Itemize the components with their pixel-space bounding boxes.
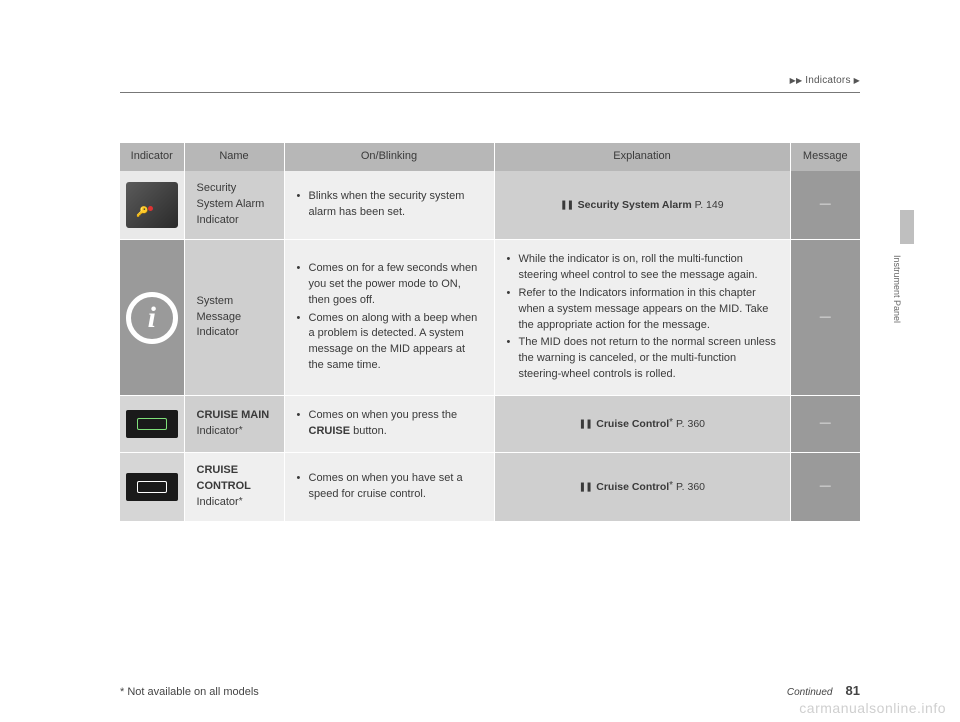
table-row: i System Message Indicator Comes on for …: [120, 239, 860, 396]
indicator-icon-cell: [120, 453, 184, 521]
table-row: CRUISE MAIN Indicator* Comes on when you…: [120, 396, 860, 453]
explanation-cell: ❚❚ Security System Alarm P. 149: [494, 171, 790, 239]
manual-page: ▶▶ Indicators ▶ Instrument Panel Indicat…: [120, 75, 860, 521]
name-cell: System Message Indicator: [184, 239, 284, 396]
list-item: While the indicator is on, roll the mult…: [507, 252, 778, 284]
reference-title: Security System Alarm: [578, 199, 692, 211]
list-item: Comes on when you have set a speed for c…: [297, 471, 482, 503]
explanation-cell: ❚❚Cruise Control* P. 360: [494, 453, 790, 521]
indicator-icon-cell: i: [120, 239, 184, 396]
col-message: Message: [790, 143, 860, 171]
table-header-row: Indicator Name On/Blinking Explanation M…: [120, 143, 860, 171]
list-item: Comes on for a few seconds when you set …: [297, 261, 482, 309]
security-alarm-icon: 🔑: [126, 182, 178, 228]
side-tab: [900, 210, 914, 244]
name-bold: CRUISE MAIN: [197, 409, 270, 421]
explanation-cell: While the indicator is on, roll the mult…: [494, 239, 790, 396]
col-explanation: Explanation: [494, 143, 790, 171]
table-row: 🔑 Security System Alarm Indicator Blinks…: [120, 171, 860, 239]
breadcrumb-section: Indicators: [805, 75, 850, 86]
list-item: Comes on along with a beep when a proble…: [297, 311, 482, 375]
explanation-cell: ❚❚Cruise Control* P. 360: [494, 396, 790, 453]
name-rest: Indicator: [197, 496, 239, 508]
indicators-table: Indicator Name On/Blinking Explanation M…: [120, 143, 860, 521]
message-cell: —: [790, 239, 860, 396]
chevron-icon: ▶: [796, 76, 802, 85]
continued-label: Continued: [787, 687, 833, 698]
reference-title: Cruise Control: [596, 481, 669, 493]
onblinking-cell: Blinks when the security system alarm ha…: [284, 171, 494, 239]
col-onblinking: On/Blinking: [284, 143, 494, 171]
watermark: carmanualsonline.info: [799, 700, 946, 716]
reference-icon: ❚❚: [579, 480, 592, 493]
cruise-control-icon: [126, 473, 178, 501]
message-cell: —: [790, 453, 860, 521]
name-cell: CRUISE MAIN Indicator*: [184, 396, 284, 453]
list-item: Refer to the Indicators information in t…: [507, 286, 778, 334]
asterisk: *: [239, 496, 243, 507]
list-item: Comes on when you press the CRUISE butto…: [297, 408, 482, 440]
col-name: Name: [184, 143, 284, 171]
name-cell: CRUISE CONTROL Indicator*: [184, 453, 284, 521]
name-bold: CRUISE CONTROL: [197, 464, 251, 492]
onblinking-cell: Comes on for a few seconds when you set …: [284, 239, 494, 396]
asterisk: *: [239, 425, 243, 436]
system-message-icon: i: [126, 292, 178, 344]
onblinking-cell: Comes on when you press the CRUISE butto…: [284, 396, 494, 453]
page-number: 81: [846, 683, 860, 698]
indicator-icon-cell: 🔑: [120, 171, 184, 239]
breadcrumb: ▶▶ Indicators ▶: [120, 75, 860, 92]
message-cell: —: [790, 171, 860, 239]
reference-icon: ❚❚: [560, 198, 573, 211]
reference-page: P. 360: [673, 418, 705, 430]
onblinking-cell: Comes on when you have set a speed for c…: [284, 453, 494, 521]
table-row: CRUISE CONTROL Indicator* Comes on when …: [120, 453, 860, 521]
reference-page: P. 149: [692, 199, 724, 211]
side-tab-label: Instrument Panel: [892, 255, 902, 323]
page-footer: * Not available on all models Continued …: [120, 683, 860, 698]
cruise-main-icon: [126, 410, 178, 438]
reference-icon: ❚❚: [579, 417, 592, 430]
list-item: Blinks when the security system alarm ha…: [297, 189, 482, 221]
col-indicator: Indicator: [120, 143, 184, 171]
footnote: * Not available on all models: [120, 686, 259, 698]
reference-page: P. 360: [673, 481, 705, 493]
list-item: The MID does not return to the normal sc…: [507, 335, 778, 383]
divider: [120, 92, 860, 93]
reference-title: Cruise Control: [596, 418, 669, 430]
name-rest: Indicator: [197, 425, 239, 437]
indicator-icon-cell: [120, 396, 184, 453]
chevron-icon: ▶: [854, 76, 860, 85]
message-cell: —: [790, 396, 860, 453]
name-cell: Security System Alarm Indicator: [184, 171, 284, 239]
